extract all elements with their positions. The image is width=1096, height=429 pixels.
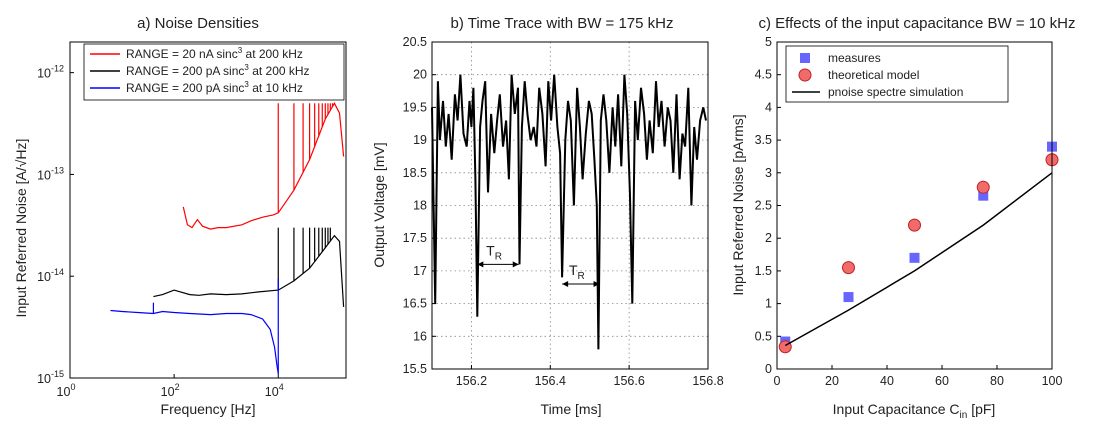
- a-xtick-label-2: 104: [265, 382, 284, 399]
- noise-series-line-1: [153, 234, 345, 307]
- tr-label-1: TR: [569, 262, 585, 282]
- measure-point-2: [909, 252, 920, 263]
- b-ytick-label-2: 16.5: [403, 297, 427, 311]
- model-point-3: [976, 180, 990, 194]
- b-ytick-label-5: 18: [413, 199, 427, 213]
- simulation-line: [784, 172, 1053, 347]
- b-ytick-label-8: 19.5: [403, 100, 427, 114]
- c-legend-label-2: pnoise spectre simulation: [828, 85, 963, 99]
- panel-c-xlabel: Input Capacitance Cin [pF]: [833, 401, 996, 421]
- tr-arrow-head-left-1: [562, 280, 569, 287]
- b-xtick-label-3: 156.8: [692, 374, 723, 388]
- c-ytick-label-5: 2.5: [755, 199, 772, 213]
- c-ytick-label-10: 5: [765, 35, 772, 49]
- a-legend-label-0: RANGE = 20 nA sinc3 at 200 kHz: [126, 46, 303, 61]
- measure-point-1: [843, 292, 854, 303]
- c-legend-swatch-1: [798, 68, 812, 82]
- time-trace-line: [431, 74, 707, 350]
- b-xtick-label-0: 156.2: [456, 374, 487, 388]
- panel-c-xlabel-main: Input Capacitance C: [833, 401, 960, 417]
- b-ytick-label-7: 19: [413, 133, 427, 147]
- panel-c-ylabel: Input Referred Noise [pArms]: [730, 114, 746, 295]
- tr-arrow-head-right-0: [512, 261, 519, 268]
- b-ytick-label-4: 17.5: [403, 231, 427, 245]
- c-xtick-label-3: 60: [935, 374, 949, 388]
- c-legend-label-1: theoretical model: [828, 68, 919, 82]
- c-ytick-label-1: 0.5: [755, 329, 772, 343]
- model-point-1: [842, 261, 855, 275]
- panel-b-title: b) Time Trace with BW = 175 kHz: [451, 15, 674, 32]
- b-ytick-label-3: 17: [413, 264, 427, 278]
- a-ytick-label-2: 10-13: [37, 165, 64, 182]
- b-ytick-label-10: 20.5: [403, 35, 427, 49]
- panel-input-capacitance: c) Effects of the input capacitance BW =…: [730, 15, 1075, 421]
- b-xtick-label-1: 156.4: [535, 374, 566, 388]
- noise-series-line-0: [182, 102, 345, 230]
- model-point-2: [908, 218, 921, 232]
- panel-a-xlabel: Frequency [Hz]: [161, 401, 256, 417]
- panel-a-title: a) Noise Densities: [137, 15, 259, 32]
- c-xtick-label-4: 80: [990, 374, 1004, 388]
- panel-b-ylabel: Output Voltage [mV]: [371, 142, 387, 267]
- panel-c-xlabel-post: [pF]: [967, 401, 995, 417]
- c-legend-box: [785, 45, 1009, 103]
- panel-a-frame: [69, 41, 347, 379]
- c-xtick-label-0: 0: [774, 374, 781, 388]
- c-ytick-label-9: 4.5: [755, 68, 772, 82]
- panel-c-title: c) Effects of the input capacitance BW =…: [759, 15, 1076, 32]
- c-ytick-label-6: 3: [765, 166, 772, 180]
- a-xtick-label-1: 102: [161, 382, 180, 399]
- b-ytick-label-0: 15.5: [403, 362, 427, 376]
- panel-a-ylabel: Input Referred Noise [A/√Hz]: [13, 139, 29, 318]
- c-xtick-label-2: 40: [880, 374, 894, 388]
- a-legend-label-2: RANGE = 200 pA sinc3 at 10 kHz: [126, 80, 303, 95]
- panel-c-xlabel-sub: in: [960, 410, 968, 421]
- c-ytick-label-8: 4: [765, 100, 772, 114]
- c-legend-label-0: measures: [828, 51, 881, 65]
- c-xtick-label-1: 20: [825, 374, 839, 388]
- c-ytick-label-3: 1.5: [755, 264, 772, 278]
- a-xtick-label-0: 100: [57, 382, 76, 399]
- noise-series-line-2: [110, 309, 279, 374]
- a-ytick-label-3: 10-12: [37, 64, 64, 81]
- a-legend-box: [83, 43, 345, 101]
- c-xtick-label-5: 100: [1042, 374, 1063, 388]
- c-ytick-label-7: 3.5: [755, 133, 772, 147]
- tr-label-0: TR: [486, 242, 502, 262]
- panel-c-legend: measures theoretical model pnoise spectre …: [785, 45, 1009, 103]
- b-ytick-label-6: 18.5: [403, 166, 427, 180]
- b-ytick-label-1: 16: [413, 329, 427, 343]
- measure-point-3: [978, 190, 989, 201]
- panel-noise-densities: a) Noise Densities Frequency [Hz] Input …: [13, 15, 347, 417]
- c-ytick-label-2: 1: [765, 297, 772, 311]
- b-ytick-label-9: 20: [413, 68, 427, 82]
- tr-arrow-head-left-0: [477, 261, 484, 268]
- a-ytick-label-0: 10-15: [37, 369, 64, 386]
- panel-time-trace: b) Time Trace with BW = 175 kHz Time [ms…: [371, 15, 724, 417]
- a-legend-label-1: RANGE = 200 pA sinc3 at 200 kHz: [126, 63, 310, 78]
- a-ytick-label-1: 10-14: [37, 267, 64, 284]
- c-legend-swatch-0: [800, 53, 810, 63]
- b-xtick-label-2: 156.6: [614, 374, 645, 388]
- c-ytick-label-4: 2: [765, 231, 772, 245]
- panel-b-xlabel: Time [ms]: [541, 401, 602, 417]
- panel-a-legend: RANGE = 20 nA sinc3 at 200 kHz RANGE = 20…: [83, 43, 345, 101]
- tr-arrow-head-right-1: [593, 280, 600, 287]
- c-ytick-label-0: 0: [765, 362, 772, 376]
